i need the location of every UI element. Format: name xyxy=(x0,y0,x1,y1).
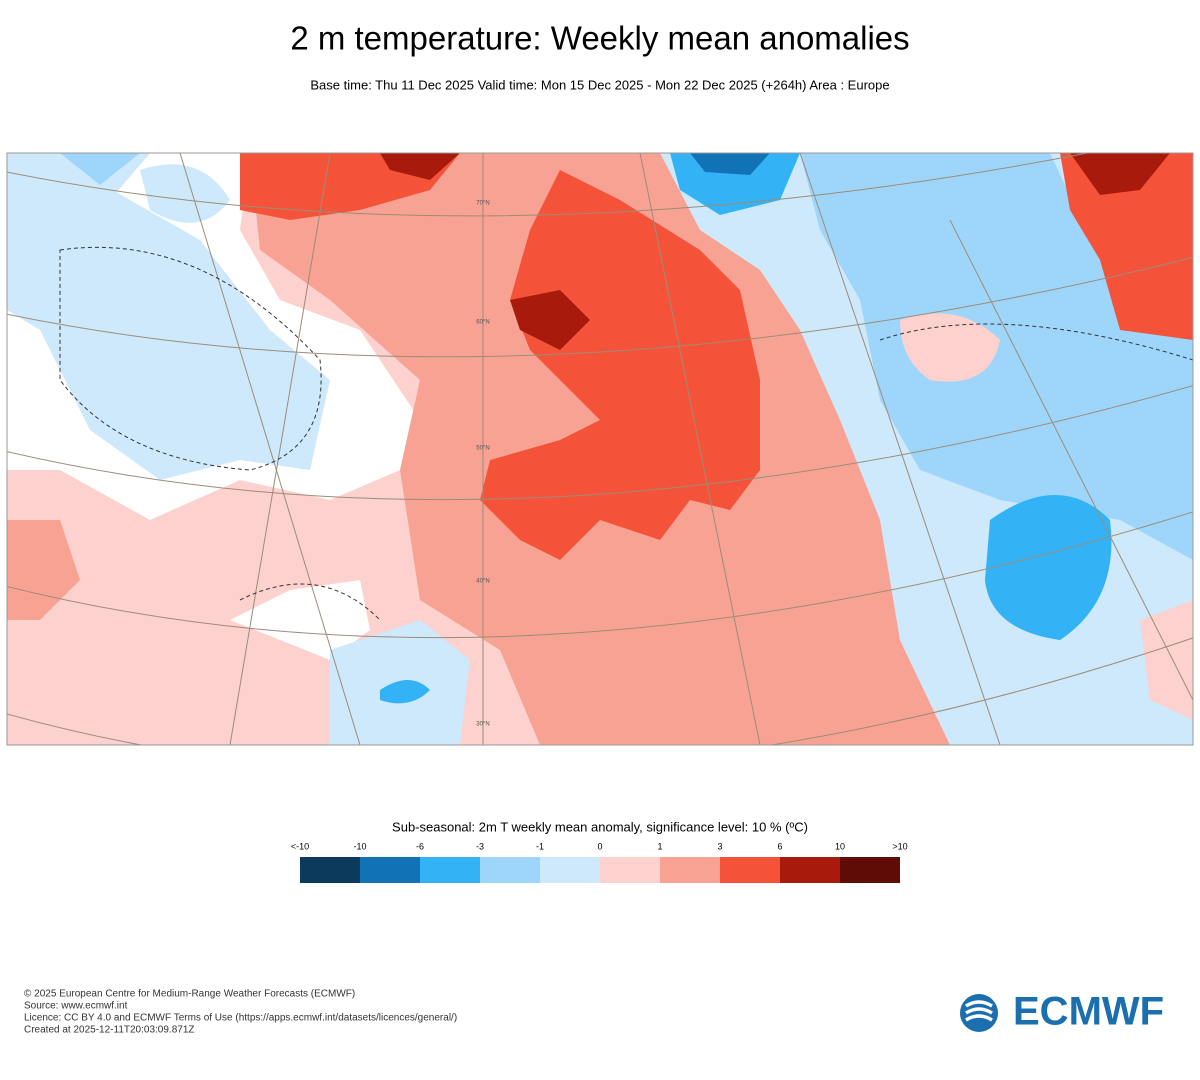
footer-line: Created at 2025-12-11T20:03:09.871Z xyxy=(24,1025,195,1036)
colorbar-swatch xyxy=(660,857,720,883)
footer: © 2025 European Centre for Medium-Range … xyxy=(24,989,457,1036)
colorbar-label: -6 xyxy=(416,841,424,851)
colorbar-swatch xyxy=(360,857,420,883)
colorbar-label: 3 xyxy=(717,841,722,851)
title: 2 m temperature: Weekly mean anomalies xyxy=(290,20,909,57)
colorbar-label: 10 xyxy=(835,841,845,851)
colorbar-label: >10 xyxy=(892,841,907,851)
colorbar-swatch xyxy=(540,857,600,883)
latitude-label: 70°N xyxy=(476,201,489,207)
footer-line: Source: www.ecmwf.int xyxy=(24,1001,128,1012)
latitude-label: 40°N xyxy=(476,579,489,585)
colorbar-swatch xyxy=(600,857,660,883)
colorbar-swatch xyxy=(840,857,900,883)
colorbar-swatch xyxy=(420,857,480,883)
colorbar-swatch xyxy=(780,857,840,883)
legend-title: Sub-seasonal: 2m T weekly mean anomaly, … xyxy=(392,819,808,834)
colorbar: <-10 -10 -6 -3 -1 0 1 3 6 10 >10 xyxy=(291,841,908,883)
colorbar-swatch xyxy=(300,857,360,883)
subtitle: Base time: Thu 11 Dec 2025 Valid time: M… xyxy=(310,77,889,92)
colorbar-label: -1 xyxy=(536,841,544,851)
footer-line: Licence: CC BY 4.0 and ECMWF Terms of Us… xyxy=(24,1013,457,1024)
latitude-label: 50°N xyxy=(476,446,489,452)
map-frame xyxy=(6,152,1194,746)
colorbar-label: -10 xyxy=(353,841,366,851)
colorbar-label: 0 xyxy=(597,841,602,851)
latitude-labels: 70°N 60°N 50°N 40°N 30°N xyxy=(476,201,489,728)
logo: ECMWF xyxy=(960,990,1164,1034)
logo-text: ECMWF xyxy=(1013,990,1164,1034)
colorbar-label: <-10 xyxy=(291,841,309,851)
latitude-label: 30°N xyxy=(476,722,489,728)
colorbar-label: 1 xyxy=(657,841,662,851)
map xyxy=(7,153,1193,745)
footer-line: © 2025 European Centre for Medium-Range … xyxy=(24,989,355,1000)
colorbar-label: 6 xyxy=(777,841,782,851)
latitude-label: 60°N xyxy=(476,320,489,326)
colorbar-label: -3 xyxy=(476,841,484,851)
colorbar-swatch xyxy=(480,857,540,883)
colorbar-swatch xyxy=(720,857,780,883)
